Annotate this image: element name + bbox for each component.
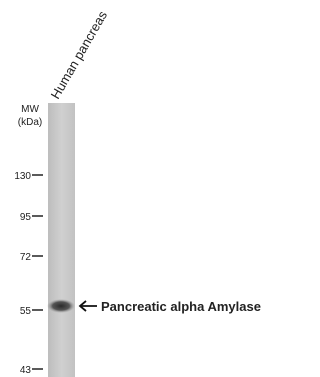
marker-label: 72: [20, 252, 32, 263]
mw-unit-label: (kDa): [18, 117, 42, 128]
mw-label: MW: [21, 104, 39, 115]
page: Human pancreas MW (kDa) 130 95 72 55 43 …: [0, 0, 299, 377]
band-label: Pancreatic alpha Amylase: [101, 299, 261, 314]
blot-figure: Human pancreas MW (kDa) 130 95 72 55 43 …: [0, 0, 299, 377]
marker-label: 43: [20, 365, 32, 376]
band-arrow: [80, 301, 97, 311]
marker-ladder: 130 95 72 55 43: [14, 171, 43, 376]
gel-lane: [48, 103, 75, 377]
marker-label: 130: [14, 171, 31, 182]
lane-label: Human pancreas: [48, 8, 111, 102]
marker-label: 95: [20, 212, 32, 223]
marker-label: 55: [20, 306, 32, 317]
protein-band: [47, 299, 75, 313]
